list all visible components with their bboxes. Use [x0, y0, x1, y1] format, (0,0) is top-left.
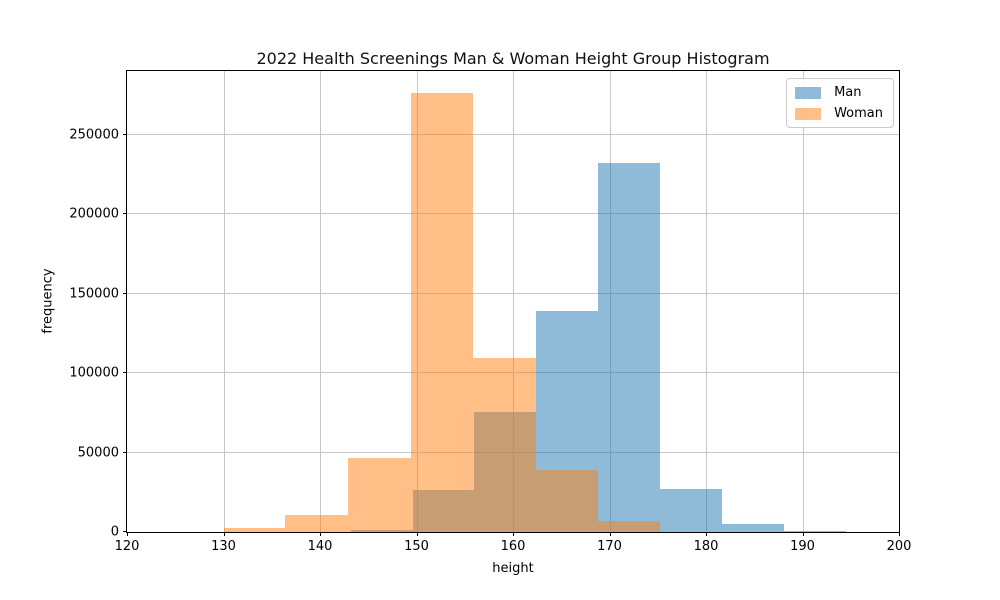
y-tick-label: 100000	[69, 365, 119, 381]
bar-layer	[127, 71, 899, 532]
gridline-horizontal	[127, 292, 899, 294]
x-tick-label: 130	[211, 539, 236, 554]
y-tick-label: 50000	[77, 445, 119, 461]
histogram-bar-woman	[597, 520, 660, 532]
histogram-bar-woman	[223, 528, 286, 532]
histogram-bar-woman	[473, 358, 537, 532]
gridline-vertical	[802, 71, 804, 532]
legend: Man Woman	[786, 78, 894, 128]
legend-item-woman: Woman	[795, 106, 883, 121]
gridline-horizontal	[127, 133, 899, 135]
x-tick-label: 190	[790, 539, 815, 554]
gridline-horizontal	[127, 213, 899, 215]
x-tick-label: 200	[886, 539, 912, 554]
histogram-bar-woman	[410, 92, 474, 532]
legend-swatch-woman	[795, 107, 822, 120]
histogram-bar-man	[659, 489, 723, 532]
chart-title: 2022 Health Screenings Man & Woman Heigh…	[256, 49, 770, 68]
y-tick-mark	[123, 372, 127, 374]
x-tick-label: 170	[597, 539, 622, 554]
y-tick-mark	[123, 531, 127, 532]
legend-item-man: Man	[795, 85, 883, 100]
histogram-bar-man	[784, 531, 846, 532]
x-tick-mark	[899, 532, 900, 536]
y-tick-mark	[123, 213, 127, 215]
x-tick-label: 180	[693, 539, 719, 554]
x-tick-label: 120	[114, 539, 140, 554]
x-tick-mark	[223, 532, 225, 536]
y-tick-label: 250000	[69, 127, 119, 143]
x-tick-mark	[706, 532, 707, 536]
plot-area: 120 130 140 150 160 170 180 190 200 0 50000 100000 1…	[69, 70, 911, 554]
x-tick-label: 150	[404, 539, 429, 554]
x-tick-mark	[127, 532, 128, 536]
x-tick-label: 140	[307, 539, 333, 554]
gridline-vertical	[320, 71, 321, 532]
histogram-bar-woman	[536, 470, 598, 532]
legend-swatch-man	[795, 86, 822, 99]
gridline-vertical	[513, 71, 514, 532]
x-tick-mark	[609, 532, 611, 536]
y-axis-label: frequency	[40, 268, 56, 334]
x-tick-mark	[513, 532, 514, 536]
y-tick-label: 200000	[69, 206, 119, 222]
histogram-bar-woman	[347, 458, 411, 532]
histogram-bar-man	[597, 163, 660, 532]
x-tick-label: 160	[500, 539, 526, 554]
x-tick-mark	[320, 532, 321, 536]
gridline-vertical	[706, 71, 707, 532]
y-tick-label: 150000	[69, 286, 119, 302]
y-tick-mark	[123, 292, 127, 294]
y-tick-mark	[123, 451, 127, 453]
x-tick-mark	[802, 532, 804, 536]
gridline-vertical	[223, 71, 225, 532]
x-tick-mark	[416, 532, 418, 536]
histogram-bar-man	[722, 524, 785, 532]
x-axis-label: height	[492, 561, 534, 576]
legend-label-woman: Woman	[834, 106, 883, 121]
y-tick-label: 0	[110, 524, 119, 540]
legend-label-man: Man	[834, 85, 862, 100]
y-tick-mark	[123, 133, 127, 135]
tick-layer: 120 130 140 150 160 170 180 190 200 0 50000 100000 1…	[69, 71, 911, 554]
histogram-bar-woman	[285, 514, 348, 532]
